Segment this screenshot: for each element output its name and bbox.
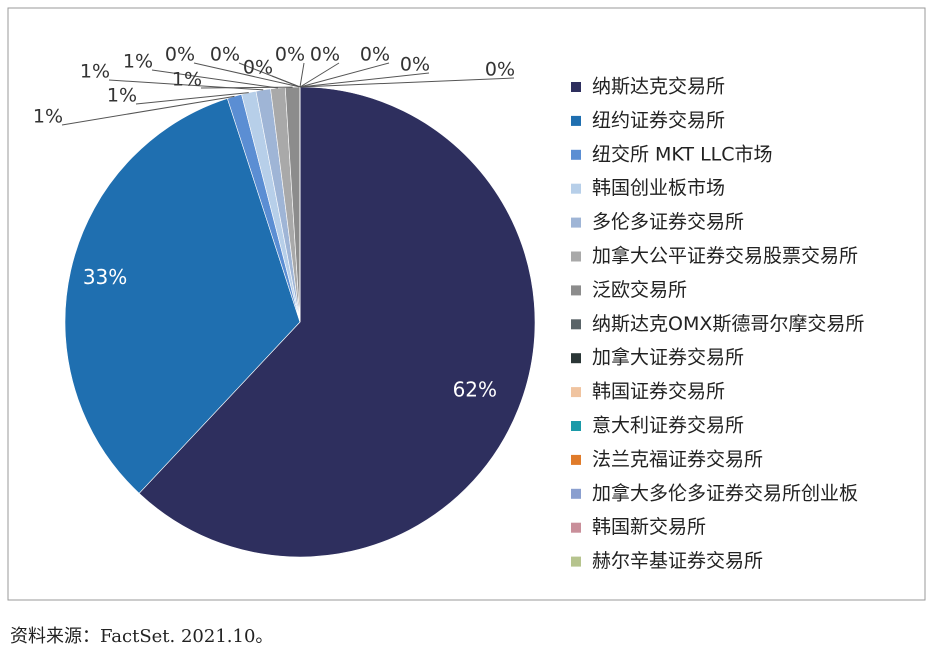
legend-swatch	[571, 251, 581, 262]
legend-swatch	[571, 353, 581, 364]
legend-label: 韩国证券交易所	[592, 381, 725, 403]
legend-label: 法兰克福证券交易所	[592, 448, 763, 470]
legend-swatch	[571, 488, 581, 499]
legend-label: 韩国新交易所	[592, 516, 706, 538]
pie: 62%33%1%1%1% 1%1%0% 0%0%0% 0% 0% 0% 0%	[33, 44, 536, 558]
legend-label: 加拿大公平证券交易股票交易所	[592, 244, 858, 267]
leader-line	[299, 62, 340, 88]
legend-swatch	[571, 556, 581, 567]
leader-line	[299, 62, 305, 88]
legend-label: 赫尔辛基证券交易所	[592, 550, 763, 572]
leader-line	[299, 77, 515, 88]
legend-swatch	[571, 522, 581, 533]
pie-slice	[64, 98, 301, 494]
slice-label: 0%	[210, 44, 240, 66]
slice-label: 1%	[107, 85, 137, 107]
leader-line	[299, 62, 390, 88]
legend-swatch	[571, 183, 581, 194]
leader-line	[61, 95, 235, 126]
legend-label: 纽交所 MKT LLC市场	[592, 143, 773, 165]
leader-line	[299, 72, 430, 88]
slice-label: 0%	[310, 44, 340, 66]
slice-label: 1%	[33, 106, 63, 128]
slice-label: 0%	[165, 44, 195, 66]
slice-label: 0%	[400, 54, 430, 76]
leader-line	[200, 86, 293, 89]
legend-swatch	[571, 421, 581, 431]
legend-swatch	[571, 149, 581, 160]
slice-label: 0%	[243, 57, 273, 79]
leader-line	[193, 62, 301, 88]
legend-swatch	[571, 454, 581, 465]
slice-label: 62%	[453, 378, 497, 402]
legend-label: 意大利证券交易所	[592, 415, 744, 437]
legend-swatch	[571, 285, 581, 296]
legend-label: 加拿大证券交易所	[592, 346, 744, 369]
slice-label: 1%	[172, 69, 202, 91]
slice-label: 33%	[83, 265, 127, 289]
legend-swatch	[571, 217, 581, 228]
legend-swatch	[571, 82, 581, 92]
source: 资料来源：FactSet. 2021.10。	[10, 626, 273, 647]
legend-label: 泛欧交易所	[592, 279, 687, 301]
legend-label: 加拿大多伦多证券交易所创业板	[592, 481, 858, 504]
legend-swatch	[571, 387, 581, 398]
legend-swatch	[571, 319, 581, 330]
legend-label: 多伦多证券交易所	[592, 211, 744, 233]
leader-line	[271, 75, 301, 88]
leader-line	[151, 69, 278, 89]
legend-label: 纳斯达克交易所	[592, 76, 725, 98]
leader-line	[108, 79, 264, 91]
pie-slice	[138, 86, 536, 558]
legend-label: 韩国创业板市场	[592, 177, 725, 199]
slice-label: 0%	[485, 59, 515, 81]
leader-line	[135, 92, 249, 105]
slice-label: 0%	[360, 44, 390, 66]
slice-label: 1%	[123, 51, 153, 73]
legend-label: 纽约证券交易所	[592, 109, 725, 131]
legend-label: 纳斯达克OMX斯德哥尔摩交易所	[592, 313, 864, 335]
legend-swatch	[571, 115, 581, 126]
slice-label: 1%	[80, 61, 110, 83]
slice-label: 0%	[275, 44, 305, 66]
